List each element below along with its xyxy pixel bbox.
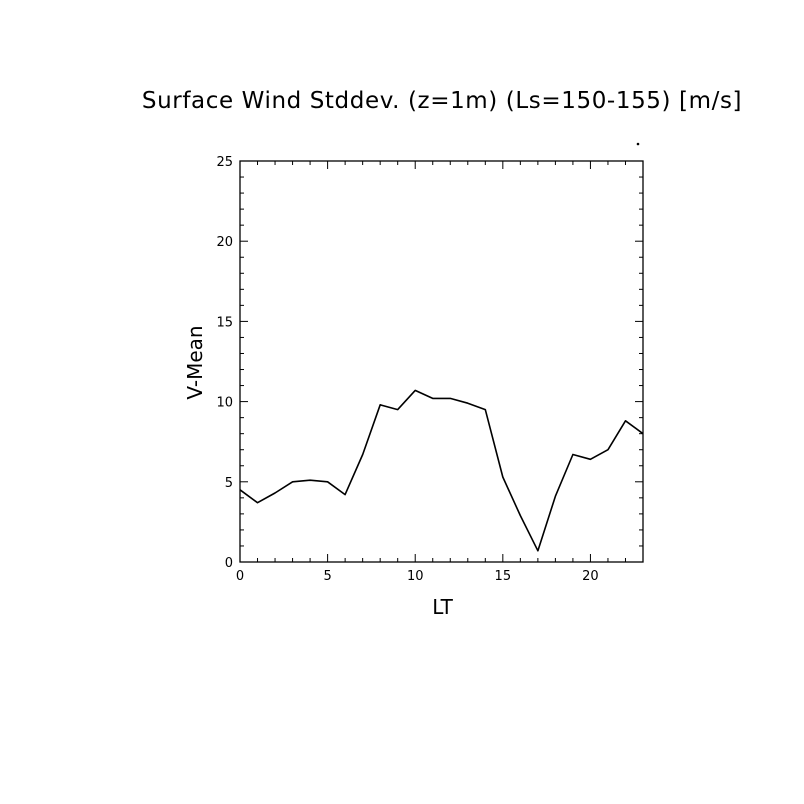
x-axis-label: LT bbox=[432, 595, 453, 619]
y-tick-label: 10 bbox=[216, 396, 233, 411]
plot-border bbox=[239, 160, 644, 563]
corner-marker-dot bbox=[636, 142, 640, 146]
x-tick-label: 5 bbox=[323, 569, 331, 584]
y-tick-label: 5 bbox=[225, 476, 233, 491]
y-axis-ticks: 0 5 10 15 20 25 bbox=[216, 155, 643, 571]
series-line bbox=[239, 389, 644, 552]
x-tick-label: 0 bbox=[236, 569, 244, 584]
y-tick-label: 25 bbox=[216, 155, 233, 170]
x-tick-label: 20 bbox=[582, 569, 599, 584]
plot-frame bbox=[239, 160, 644, 563]
y-tick-label: 15 bbox=[216, 315, 233, 330]
x-tick-label: 15 bbox=[495, 569, 512, 584]
y-tick-label: 0 bbox=[225, 556, 233, 571]
y-tick-label: 20 bbox=[216, 235, 233, 250]
series-layer bbox=[239, 389, 644, 552]
x-tick-label: 10 bbox=[407, 569, 424, 584]
y-axis-label: V-Mean bbox=[183, 325, 207, 399]
x-axis-ticks: 0 5 10 15 20 bbox=[236, 161, 644, 584]
chart-title: Surface Wind Stddev. (z=1m) (Ls=150-155)… bbox=[141, 88, 743, 114]
